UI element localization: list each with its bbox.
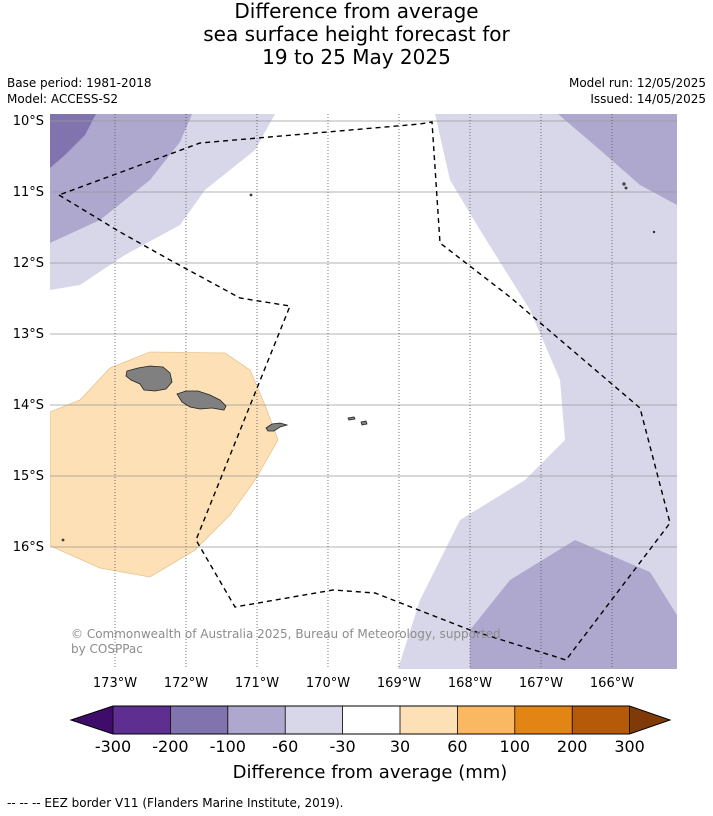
tutuila-island [265, 422, 289, 432]
colorbar-dividers [112, 706, 630, 734]
colorbar-swatch-9 [572, 706, 630, 734]
lon-label-166w: 166°W [590, 676, 634, 691]
tokelau-atoll-1 [622, 182, 626, 186]
latitude-labels: 10°S 11°S 12°S 13°S 14°S 15°S 16°S [13, 114, 44, 555]
lon-label-167w: 167°W [519, 676, 563, 691]
lon-label-168w: 168°W [448, 676, 492, 691]
lon-label-172w: 172°W [164, 676, 208, 691]
lat-label-10s: 10°S [13, 114, 44, 129]
lon-label-173w: 173°W [93, 676, 137, 691]
colorbar-swatch-1 [113, 706, 171, 734]
meta-left: Base period: 1981-2018 Model: ACCESS-S2 [7, 75, 152, 107]
lat-label-14s: 14°S [13, 398, 44, 413]
colorbar-tick-minus30: -30 [330, 737, 356, 756]
gridlines [50, 120, 677, 548]
swains-island [249, 193, 253, 197]
lat-label-15s: 15°S [13, 469, 44, 484]
savaii-island [125, 365, 173, 392]
ofu-island [347, 416, 356, 421]
copyright-line-1: © Commonwealth of Australia 2025, Bureau… [71, 627, 501, 641]
model-text: Model: ACCESS-S2 [7, 92, 119, 106]
colorbar-swatch-above-max [629, 706, 670, 734]
colorbar-swatch-8 [514, 706, 573, 734]
title-line-3: 19 to 25 May 2025 [262, 45, 451, 69]
colorbar-swatch-below-min [71, 706, 113, 734]
colorbar-tick-minus60: -60 [272, 737, 298, 756]
lat-label-12s: 12°S [13, 256, 44, 271]
longitude-labels: 173°W 172°W 171°W 170°W 169°W 168°W 167°… [93, 676, 634, 691]
title-line-2: sea surface height forecast for [203, 22, 510, 46]
meta-right: Model run: 12/05/2025 Issued: 14/05/2025 [569, 75, 706, 107]
colorbar-swatch-3 [227, 706, 286, 734]
lon-label-171w: 171°W [235, 676, 279, 691]
map-canvas: © Commonwealth of Australia 2025, Bureau… [50, 114, 677, 669]
lon-label-169w: 169°W [377, 676, 421, 691]
lon-label-170w: 170°W [306, 676, 350, 691]
upolu-island [176, 390, 227, 411]
anomaly-band-minus60-east-south [470, 540, 677, 669]
colorbar-swatch-7 [457, 706, 515, 734]
anomaly-band-minus100-west [50, 114, 96, 168]
anomaly-band-minus60-east-north [558, 114, 677, 205]
small-atoll-sw [61, 538, 65, 542]
colorbar-tick-300: 300 [614, 737, 645, 756]
colorbar-tick-30: 30 [390, 737, 410, 756]
base-period-text: Base period: 1981-2018 [7, 76, 152, 90]
eez-border-samoa [57, 121, 671, 661]
eez-borders [57, 121, 671, 661]
colorbar-swatch-2 [170, 706, 228, 734]
lat-label-11s: 11°S [13, 185, 44, 200]
meridians [114, 114, 613, 669]
colorbar-swatch-6 [400, 706, 458, 734]
anomaly-band-minus30-east [398, 114, 677, 669]
colorbar-tick-minus300: -300 [95, 737, 131, 756]
issued-text: Issued: 14/05/2025 [590, 92, 706, 106]
colorbar-swatch-4 [285, 706, 343, 734]
land-islands [61, 182, 656, 542]
tokelau-atoll-2 [624, 186, 628, 190]
colorbar-tick-200: 200 [557, 737, 588, 756]
colorbar-title: Difference from average (mm) [233, 762, 508, 783]
colorbar: -300 -200 -100 -60 -30 30 60 100 200 300… [69, 705, 672, 783]
colorbar-tick-minus200: -200 [152, 737, 188, 756]
model-run-text: Model run: 12/05/2025 [568, 76, 706, 90]
map-title: Difference from average sea surface heig… [0, 0, 713, 69]
tau-island [360, 420, 368, 426]
colorbar-tick-60: 60 [447, 737, 467, 756]
copyright-line-2: by COSPPac [71, 642, 143, 656]
small-atoll-east [652, 230, 656, 234]
lat-label-16s: 16°S [13, 540, 44, 555]
eez-legend-text: -- -- -- EEZ border V11 (Flanders Marine… [7, 796, 344, 810]
colorbar-tick-minus100: -100 [210, 737, 246, 756]
title-line-1: Difference from average [234, 0, 479, 23]
lat-label-13s: 13°S [13, 327, 44, 342]
colorbar-swatch-5 [342, 706, 400, 734]
colorbar-tick-100: 100 [500, 737, 531, 756]
